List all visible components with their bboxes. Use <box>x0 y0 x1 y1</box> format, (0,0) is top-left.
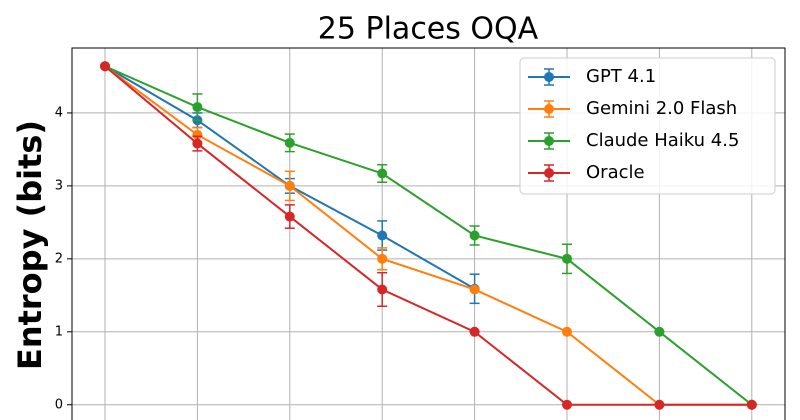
marker <box>377 168 388 179</box>
legend-marker <box>544 168 554 178</box>
marker <box>469 326 480 337</box>
marker <box>562 326 572 337</box>
marker <box>654 399 665 410</box>
y-axis-label: Entropy (bits) <box>11 120 49 370</box>
marker <box>100 61 110 72</box>
marker <box>562 399 572 410</box>
marker <box>746 399 757 410</box>
marker <box>192 129 203 140</box>
legend-box <box>519 57 776 195</box>
legend-marker <box>544 72 554 82</box>
marker <box>284 211 295 222</box>
marker <box>192 138 203 149</box>
y-tick-label: 0 <box>55 397 63 412</box>
marker <box>377 284 388 295</box>
legend-label: Oracle <box>586 162 645 183</box>
y-tick-label: 4 <box>55 105 63 120</box>
chart-title: 25 Places OQA <box>318 12 539 47</box>
marker <box>192 102 203 113</box>
marker <box>469 230 480 241</box>
series-line <box>104 65 752 406</box>
y-tick-label: 1 <box>55 324 63 339</box>
marker <box>562 253 572 264</box>
legend-label: GPT 4.1 <box>586 66 656 87</box>
series-line <box>104 65 752 406</box>
legend-label: Gemini 2.0 Flash <box>586 98 737 119</box>
marker <box>469 284 480 295</box>
legend-label: Claude Haiku 4.5 <box>586 130 739 151</box>
plot-frame <box>71 47 786 420</box>
marker <box>284 180 295 191</box>
marker <box>284 137 295 148</box>
legend-marker <box>544 136 554 146</box>
series-line <box>104 65 753 406</box>
marker <box>654 326 665 337</box>
marker <box>377 230 388 241</box>
y-tick-label: 3 <box>55 178 63 193</box>
legend-marker <box>544 104 554 114</box>
marker <box>377 253 388 264</box>
y-tick-label: 2 <box>55 251 63 266</box>
